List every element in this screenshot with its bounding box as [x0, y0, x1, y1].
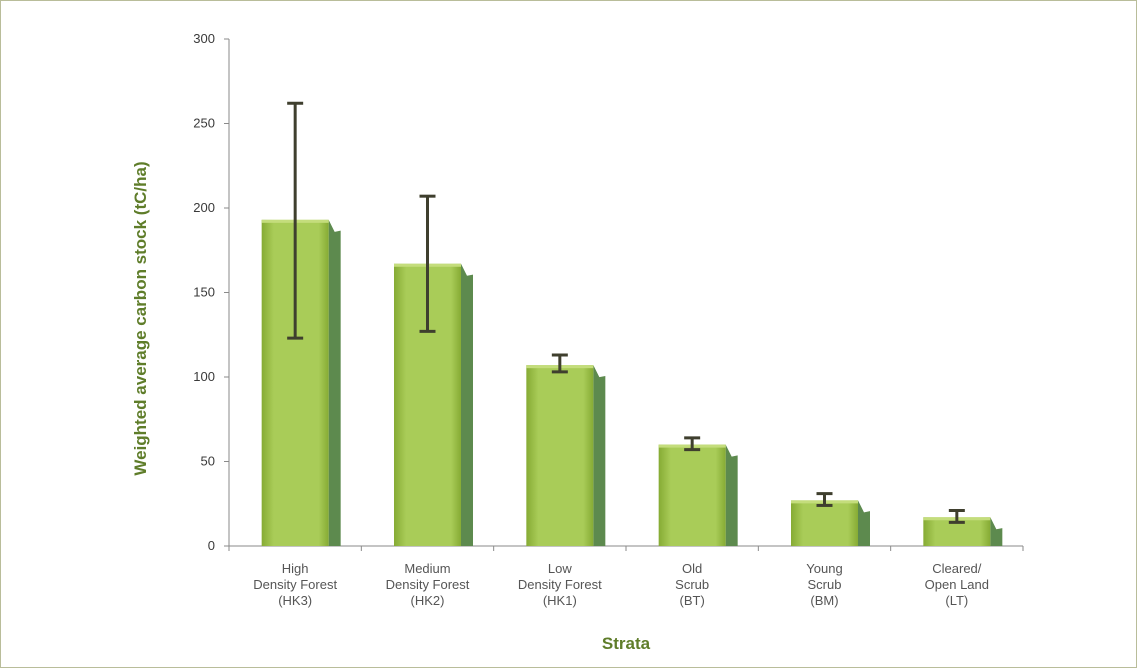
y-tick-label: 50	[201, 454, 215, 469]
bar-side	[990, 517, 1003, 546]
x-category-label-line: Scrub	[675, 577, 709, 592]
x-category-label-line: High	[282, 561, 309, 576]
x-category-label-line: Density Forest	[386, 577, 470, 592]
x-category-label-line: Medium	[404, 561, 450, 576]
x-category-label-line: (BT)	[680, 593, 705, 608]
bar-group	[261, 219, 341, 546]
bar-side	[461, 263, 473, 546]
y-tick-label: 150	[193, 285, 215, 300]
x-category-label-line: Old	[682, 561, 702, 576]
x-category-label-line: (BM)	[810, 593, 838, 608]
x-category-label-line: (HK2)	[411, 593, 445, 608]
x-category-label-line: (LT)	[945, 593, 968, 608]
bar-side	[593, 365, 606, 546]
error-bar	[287, 101, 304, 340]
x-category-label-line: (HK1)	[543, 593, 577, 608]
bar-group	[394, 263, 473, 546]
y-tick-label: 250	[193, 116, 215, 131]
bar	[658, 444, 726, 546]
bar-side	[725, 444, 738, 546]
bar-group	[791, 500, 870, 546]
x-category-label-line: (HK3)	[278, 593, 312, 608]
x-category-label-line: Low	[548, 561, 572, 576]
y-axis-title: Weighted average carbon stock (tC/ha)	[131, 161, 150, 475]
bar	[526, 365, 594, 546]
x-category-label: High Density Forest (HK3)	[253, 561, 337, 608]
x-category-label-line: Cleared/	[932, 561, 982, 576]
x-category-label: Old Scrub (BT)	[675, 561, 709, 608]
bar-group	[658, 444, 738, 546]
x-category-label-line: Open Land	[925, 577, 989, 592]
x-category-label-line: Density Forest	[253, 577, 337, 592]
y-tick-label: 300	[193, 31, 215, 46]
bar-side	[328, 219, 341, 546]
bar-side	[858, 500, 870, 546]
x-category-label: Young Scrub (BM)	[806, 561, 842, 608]
x-category-label-line: Young	[806, 561, 842, 576]
x-category-label-line: Scrub	[808, 577, 842, 592]
error-bar	[551, 353, 568, 374]
x-category-label: Cleared/Open Land (LT)	[925, 561, 989, 608]
error-bar	[816, 492, 833, 507]
error-bar	[948, 509, 965, 524]
x-axis-title: Strata	[602, 634, 651, 653]
bar	[791, 500, 858, 546]
y-tick-label: 100	[193, 369, 215, 384]
y-tick-label: 0	[208, 538, 215, 553]
x-category-label-line: Density Forest	[518, 577, 602, 592]
bar-group	[526, 365, 606, 546]
x-category-label: Medium Density Forest (HK2)	[386, 561, 470, 608]
error-bar	[684, 436, 701, 452]
y-tick-label: 200	[193, 200, 215, 215]
x-category-label: Low Density Forest (HK1)	[518, 561, 602, 608]
error-bar	[419, 194, 436, 333]
